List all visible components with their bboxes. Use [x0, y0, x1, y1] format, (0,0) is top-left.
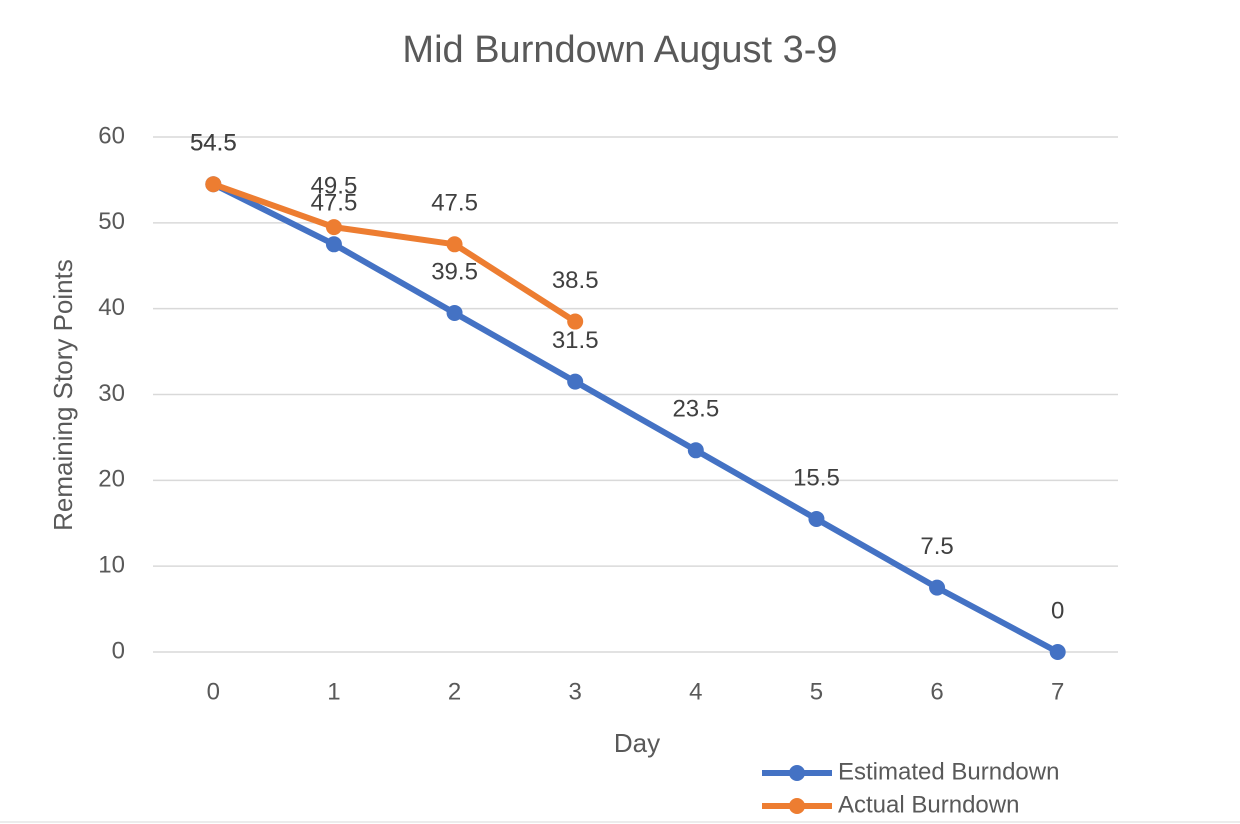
y-tick-label: 40: [98, 294, 125, 321]
data-label: 31.5: [552, 327, 599, 354]
y-tick-label: 10: [98, 552, 125, 579]
data-point: [205, 176, 222, 193]
x-tick-label: 7: [1051, 678, 1064, 705]
data-label: 39.5: [431, 258, 478, 285]
x-tick-label: 4: [689, 678, 702, 705]
x-tick-label: 1: [327, 678, 340, 705]
data-point: [687, 442, 704, 459]
data-label: 0: [1051, 597, 1064, 624]
data-label: 49.5: [311, 172, 358, 199]
data-point: [446, 304, 463, 321]
legend-label: Actual Burndown: [838, 791, 1019, 818]
data-label: 38.5: [552, 267, 599, 294]
y-tick-label: 30: [98, 380, 125, 407]
data-point: [325, 236, 342, 253]
data-label: 15.5: [793, 464, 840, 491]
x-tick-label: 0: [207, 678, 220, 705]
data-point: [1049, 644, 1066, 660]
y-tick-label: 50: [98, 208, 125, 235]
y-tick-label: 0: [112, 637, 125, 664]
chart-title: Mid Burndown August 3-9: [402, 29, 837, 71]
y-tick-label: 60: [98, 122, 125, 149]
data-label: 54.5: [190, 130, 237, 157]
legend-marker: [789, 765, 805, 781]
x-tick-label: 2: [448, 678, 461, 705]
data-label: 47.5: [311, 190, 358, 217]
x-tick-label: 3: [569, 678, 582, 705]
data-label: 54.5: [190, 130, 237, 157]
data-label: 23.5: [672, 396, 719, 423]
x-axis-title: Day: [614, 728, 660, 758]
data-label: 47.5: [431, 190, 478, 217]
legend-marker: [789, 798, 805, 814]
data-label: 7.5: [920, 533, 953, 560]
series-line: [212, 181, 577, 325]
data-point: [808, 510, 825, 527]
legend-label: Estimated Burndown: [838, 758, 1059, 785]
x-tick-label: 6: [930, 678, 943, 705]
data-point: [567, 313, 584, 330]
y-axis-title: Remaining Story Points: [48, 259, 78, 531]
data-point: [929, 579, 946, 596]
data-point: [325, 219, 342, 236]
y-tick-label: 20: [98, 466, 125, 493]
x-tick-label: 5: [810, 678, 823, 705]
data-point: [446, 236, 463, 253]
data-point: [567, 373, 584, 390]
series-line: [211, 181, 1060, 655]
